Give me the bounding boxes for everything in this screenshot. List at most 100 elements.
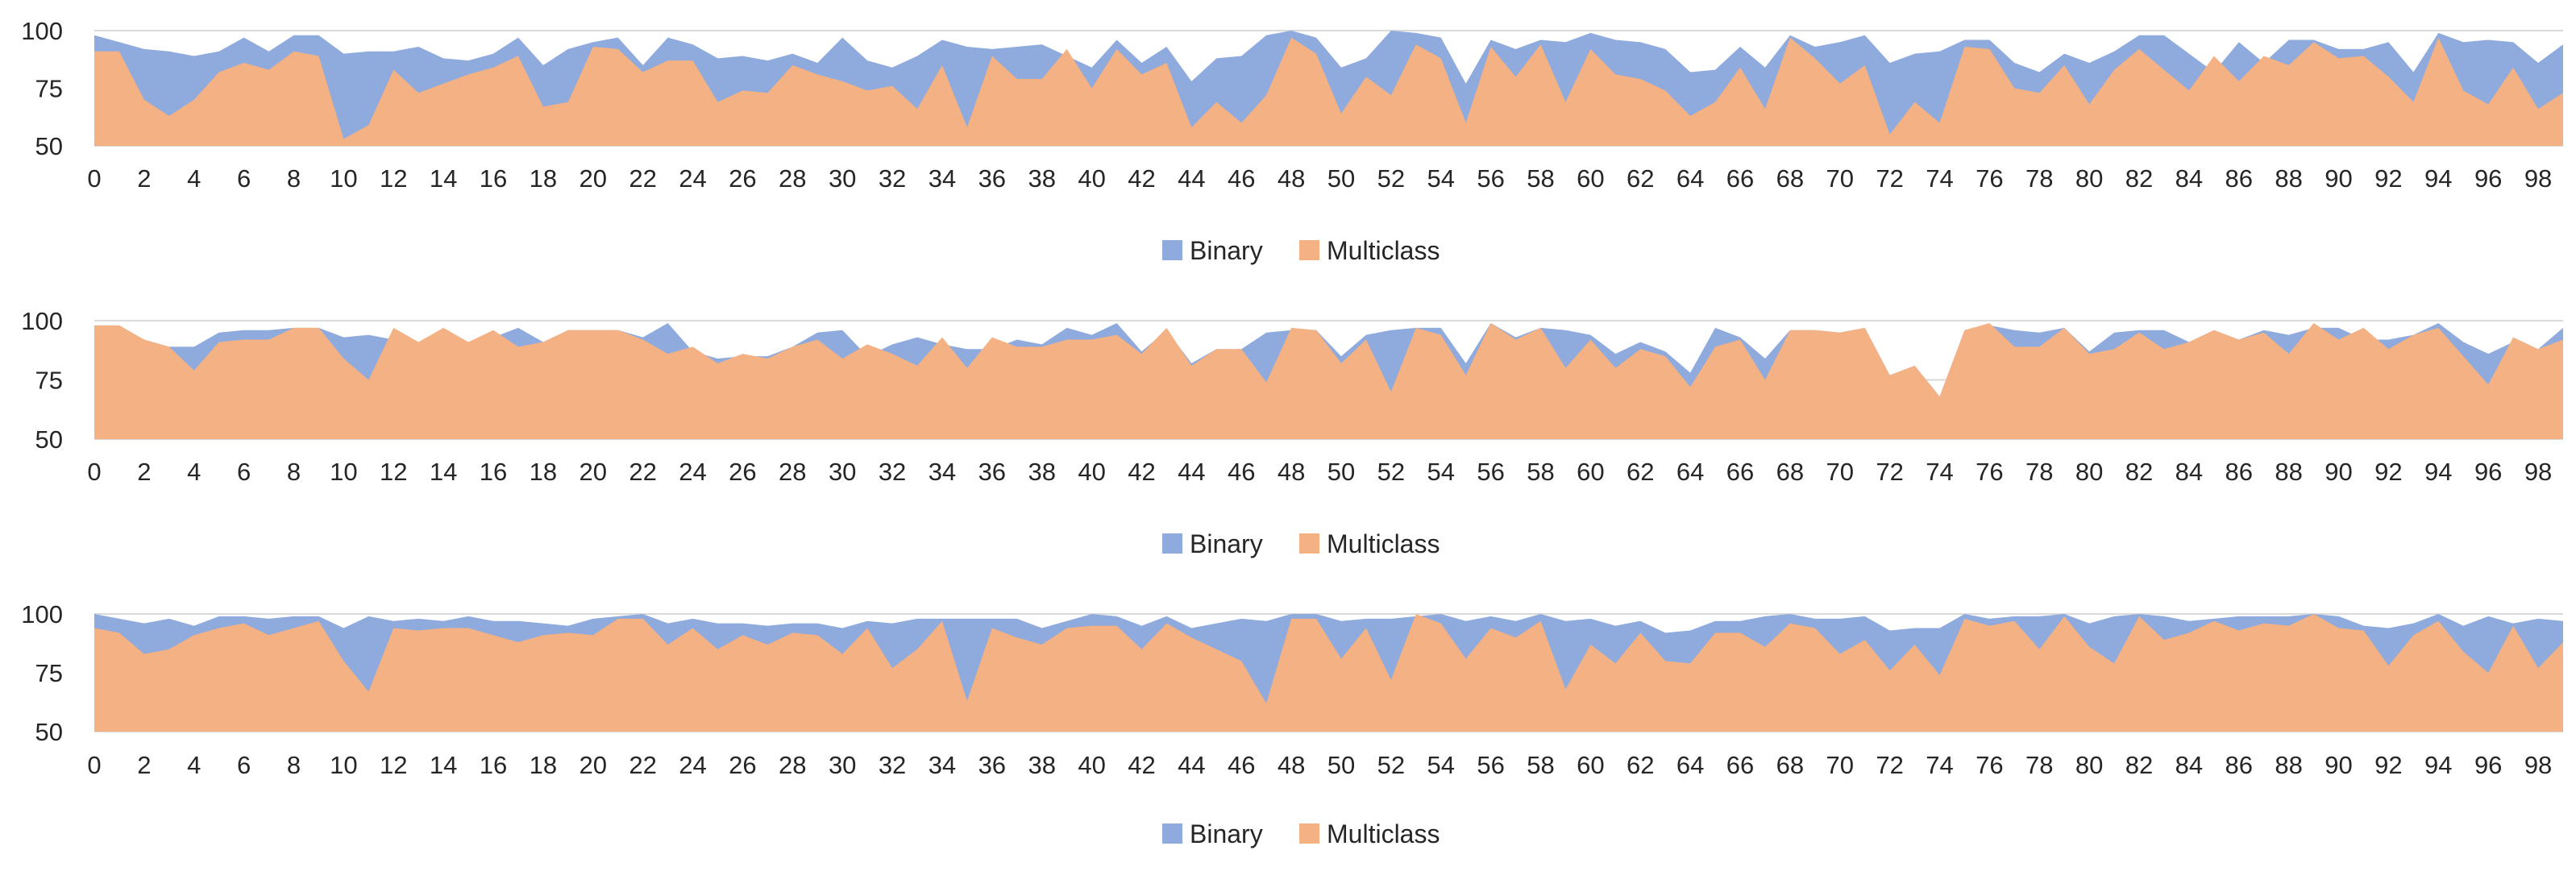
legend: Binary Multiclass [1162, 529, 1440, 558]
x-tick-label: 28 [779, 458, 806, 486]
x-tick-label: 78 [2025, 164, 2053, 193]
x-tick-label: 84 [2175, 458, 2203, 486]
x-tick-label: 40 [1078, 164, 1105, 193]
x-tick-label: 62 [1627, 458, 1654, 486]
x-tick-label: 50 [1327, 164, 1355, 193]
x-tick-label: 14 [430, 164, 457, 193]
x-tick-label: 10 [330, 164, 357, 193]
x-tick-label: 6 [237, 458, 251, 486]
x-tick-label: 24 [679, 458, 706, 486]
x-tick-label: 88 [2275, 751, 2302, 779]
x-tick-label: 50 [1327, 458, 1355, 486]
x-tick-label: 78 [2025, 458, 2053, 486]
x-tick-label: 82 [2125, 164, 2153, 193]
x-tick-label: 42 [1128, 164, 1155, 193]
x-tick-label: 74 [1926, 164, 1953, 193]
x-tick-label: 68 [1776, 458, 1804, 486]
x-tick-label: 28 [779, 751, 806, 779]
x-tick-label: 92 [2374, 458, 2402, 486]
x-tick-label: 60 [1577, 458, 1604, 486]
x-tick-label: 36 [978, 751, 1006, 779]
legend-label-multiclass: Multiclass [1327, 819, 1440, 848]
y-tick-label: 50 [35, 718, 63, 746]
y-tick-label: 50 [35, 132, 63, 160]
x-tick-label: 28 [779, 164, 806, 193]
x-tick-label: 38 [1028, 751, 1055, 779]
x-tick-label: 18 [530, 751, 557, 779]
x-tick-label: 0 [87, 164, 101, 193]
x-tick-label: 98 [2524, 751, 2552, 779]
legend-swatch-multiclass [1299, 533, 1319, 554]
x-tick-label: 20 [580, 458, 607, 486]
legend-label-binary: Binary [1190, 236, 1263, 265]
x-tick-label: 50 [1327, 751, 1355, 779]
x-tick-label: 8 [287, 751, 301, 779]
x-tick-label: 10 [330, 751, 357, 779]
x-tick-label: 44 [1178, 164, 1205, 193]
x-tick-label: 94 [2424, 751, 2452, 779]
x-tick-label: 30 [829, 458, 856, 486]
x-tick-label: 96 [2474, 458, 2502, 486]
x-tick-label: 52 [1377, 751, 1405, 779]
x-tick-label: 36 [978, 164, 1006, 193]
x-tick-label: 78 [2025, 751, 2053, 779]
x-tick-label: 94 [2424, 458, 2452, 486]
area-series-multiclass [94, 322, 2563, 439]
x-tick-label: 80 [2075, 164, 2103, 193]
x-tick-label: 38 [1028, 458, 1055, 486]
x-tick-label: 2 [137, 458, 151, 486]
x-tick-label: 46 [1228, 751, 1255, 779]
x-tick-label: 56 [1477, 164, 1504, 193]
legend: Binary Multiclass [1162, 819, 1440, 848]
x-tick-label: 64 [1676, 164, 1704, 193]
legend-label-multiclass: Multiclass [1327, 236, 1440, 265]
x-tick-label: 10 [330, 458, 357, 486]
x-tick-label: 14 [430, 458, 457, 486]
x-tick-label: 56 [1477, 751, 1504, 779]
x-tick-label: 32 [879, 458, 906, 486]
x-tick-label: 20 [580, 164, 607, 193]
x-tick-label: 6 [237, 751, 251, 779]
x-tick-label: 6 [237, 164, 251, 193]
x-tick-label: 76 [1976, 164, 2003, 193]
x-tick-label: 4 [187, 164, 201, 193]
x-tick-label: 54 [1427, 751, 1454, 779]
x-tick-label: 34 [929, 164, 956, 193]
x-tick-label: 64 [1676, 751, 1704, 779]
x-tick-label: 48 [1278, 458, 1305, 486]
x-tick-label: 52 [1377, 458, 1405, 486]
x-tick-label: 8 [287, 458, 301, 486]
x-tick-label: 98 [2524, 458, 2552, 486]
x-tick-label: 74 [1926, 751, 1953, 779]
y-tick-label: 50 [35, 425, 63, 454]
x-tick-label: 0 [87, 458, 101, 486]
x-tick-label: 62 [1627, 164, 1654, 193]
legend-label-binary: Binary [1190, 529, 1263, 558]
y-tick-label: 100 [21, 17, 63, 45]
x-tick-label: 70 [1826, 164, 1854, 193]
x-tick-label: 2 [137, 164, 151, 193]
x-tick-label: 68 [1776, 164, 1804, 193]
x-tick-label: 64 [1676, 458, 1704, 486]
x-tick-label: 90 [2325, 458, 2352, 486]
x-tick-label: 86 [2225, 751, 2253, 779]
x-tick-label: 66 [1726, 164, 1754, 193]
x-tick-label: 32 [879, 751, 906, 779]
x-tick-label: 54 [1427, 458, 1454, 486]
x-tick-label: 82 [2125, 458, 2153, 486]
x-tick-label: 34 [929, 458, 956, 486]
x-tick-label: 56 [1477, 458, 1504, 486]
x-tick-label: 24 [679, 751, 706, 779]
x-tick-label: 86 [2225, 164, 2253, 193]
x-tick-label: 4 [187, 751, 201, 779]
legend-swatch-binary [1162, 240, 1182, 260]
y-tick-label: 100 [21, 600, 63, 628]
x-tick-label: 48 [1278, 164, 1305, 193]
y-tick-label: 75 [35, 659, 63, 687]
legend-label-binary: Binary [1190, 819, 1263, 848]
x-tick-label: 40 [1078, 458, 1105, 486]
legend-swatch-multiclass [1299, 823, 1319, 844]
